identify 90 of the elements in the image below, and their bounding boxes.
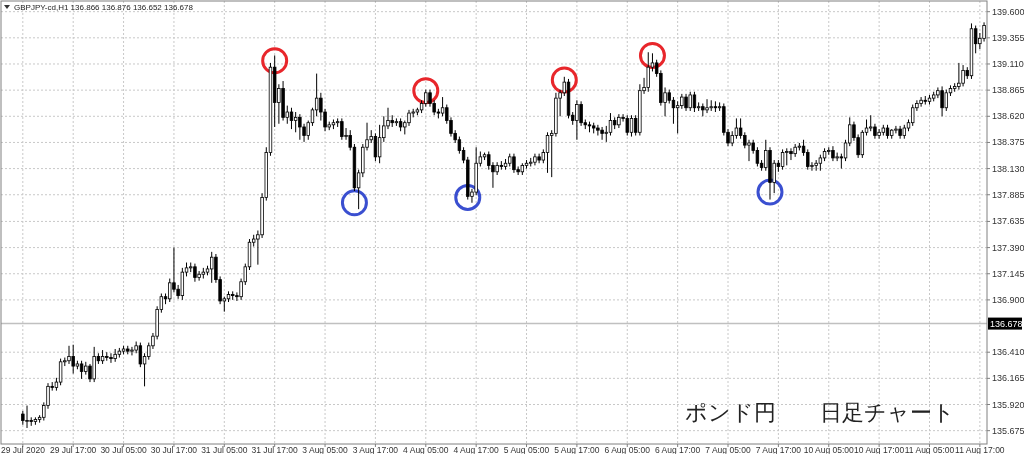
x-tick-label: 4 Aug 17:00 xyxy=(453,445,500,454)
x-tick-label: 11 Aug 05:00 xyxy=(904,445,955,454)
x-tick-label: 7 Aug 17:00 xyxy=(755,445,802,454)
candlestick xyxy=(92,346,96,383)
x-tick-label: 31 Jul 05:00 xyxy=(201,445,248,454)
candlestick xyxy=(545,131,550,174)
y-tick-label: 136.410 xyxy=(992,347,1024,358)
candlestick xyxy=(919,96,923,108)
candlestick xyxy=(58,358,63,386)
point xyxy=(550,66,578,94)
y-tick-label: 135.675 xyxy=(992,425,1024,436)
candlestick xyxy=(440,96,445,117)
x-tick-label: 30 Jul 05:00 xyxy=(100,445,147,454)
y-tick-label: 138.375 xyxy=(992,137,1024,148)
x-tick-label: 3 Aug 17:00 xyxy=(352,445,399,454)
x-tick-label: 5 Aug 05:00 xyxy=(503,445,550,454)
chart-title: GBPJPY-cd,H1 136.866 136.876 136.652 136.678 xyxy=(14,3,194,12)
candlestick xyxy=(575,99,579,141)
candlestick xyxy=(289,107,294,130)
point xyxy=(412,77,440,105)
y-tick-label: 139.600 xyxy=(992,6,1024,17)
x-tick-label: 7 Aug 05:00 xyxy=(705,445,751,454)
candlestick xyxy=(860,129,865,159)
y-tick-label: 135.920 xyxy=(992,399,1024,410)
x-tick-label: 10 Aug 05:00 xyxy=(803,445,855,454)
y-tick-label: 139.355 xyxy=(992,32,1024,43)
x-tick-label: 30 Jul 17:00 xyxy=(150,445,198,454)
x-tick-label: 31 Jul 17:00 xyxy=(251,445,299,454)
candlestick xyxy=(197,270,201,282)
point xyxy=(340,189,368,217)
candlestick xyxy=(894,125,898,134)
x-tick-label: 6 Aug 05:00 xyxy=(604,445,651,454)
candlestick xyxy=(747,139,751,162)
candlestick xyxy=(340,117,344,141)
candlestick xyxy=(789,147,793,161)
candlestick xyxy=(600,126,604,141)
y-tick-label: 137.390 xyxy=(992,242,1024,253)
candlestick xyxy=(944,89,948,112)
candlestick xyxy=(373,132,378,162)
candlestick xyxy=(495,161,499,176)
candlestick xyxy=(692,91,697,113)
candlestick xyxy=(877,128,881,140)
candlestick xyxy=(71,344,75,375)
candlestick xyxy=(293,111,298,133)
candlestick xyxy=(705,98,709,114)
candlestick xyxy=(193,263,197,283)
candlestick xyxy=(625,114,629,136)
y-tick-label: 136.900 xyxy=(992,294,1024,305)
candlestick xyxy=(835,152,839,162)
candlestick xyxy=(210,251,214,284)
candlestick xyxy=(957,62,961,91)
x-tick-label: 5 Aug 17:00 xyxy=(554,445,600,454)
x-tick-label: 4 Aug 05:00 xyxy=(403,445,449,454)
y-tick-label: 136.165 xyxy=(992,373,1024,384)
point xyxy=(638,41,666,69)
candlestick xyxy=(109,352,113,364)
ref-line-label: 136.678 xyxy=(990,319,1023,330)
x-tick-label: 29 Jul 2020 xyxy=(1,445,46,454)
candlestick xyxy=(25,405,29,429)
candlestick xyxy=(180,267,185,301)
y-tick-label: 138.865 xyxy=(992,85,1024,96)
candlestick xyxy=(961,64,965,87)
candlestick xyxy=(646,51,650,93)
candlestick xyxy=(512,153,516,174)
candlestick xyxy=(596,124,600,136)
y-tick-label: 137.635 xyxy=(992,216,1024,227)
y-tick-label: 138.130 xyxy=(992,163,1024,174)
annotation: ポンド円 日足チャート xyxy=(685,400,955,425)
candlestick xyxy=(629,114,634,138)
candlestick xyxy=(806,148,810,171)
candlestick xyxy=(688,91,692,112)
candlestick xyxy=(298,113,302,141)
y-tick-label: 137.885 xyxy=(992,189,1024,200)
point xyxy=(756,178,784,206)
candlestick xyxy=(130,346,134,356)
x-tick-label: 11 Aug 17:00 xyxy=(955,445,1005,454)
x-tick-label: 6 Aug 17:00 xyxy=(654,445,701,454)
y-tick-label: 139.110 xyxy=(992,58,1024,69)
candlestick xyxy=(608,112,613,136)
candlestick xyxy=(67,345,71,365)
x-tick-label: 10 Aug 17:00 xyxy=(854,445,905,454)
y-tick-label: 138.620 xyxy=(992,111,1024,122)
x-tick-label: 3 Aug 05:00 xyxy=(302,445,348,454)
candlestick xyxy=(138,342,143,368)
candlestick xyxy=(780,148,785,171)
candlestick xyxy=(911,104,915,127)
candlestick xyxy=(79,360,84,380)
y-tick-label: 137.145 xyxy=(992,268,1024,279)
candlestick xyxy=(940,85,944,117)
x-tick-label: 29 Jul 17:00 xyxy=(50,445,97,454)
